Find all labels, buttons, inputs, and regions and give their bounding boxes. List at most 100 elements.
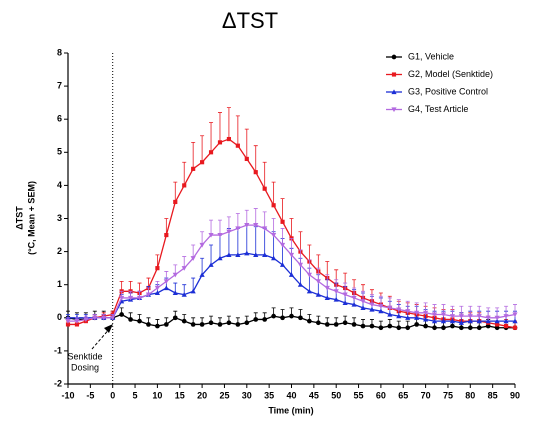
marker [360, 299, 366, 304]
marker [190, 288, 196, 294]
marker [342, 292, 348, 298]
error-bar [244, 128, 249, 159]
marker [324, 322, 330, 327]
marker [288, 252, 295, 258]
marker [253, 317, 259, 322]
legend-label: G3, Positive Control [408, 86, 488, 96]
error-bar [253, 145, 258, 173]
marker [208, 232, 214, 238]
marker [503, 314, 509, 319]
marker [414, 315, 420, 320]
marker [512, 318, 518, 324]
y-tick-label: 4 [57, 180, 62, 190]
error-bar [298, 231, 303, 252]
marker [217, 255, 223, 261]
marker [333, 289, 339, 294]
marker [307, 318, 312, 324]
marker [324, 295, 330, 301]
error-bar [253, 208, 258, 226]
error-bar [235, 228, 240, 255]
marker [512, 312, 518, 318]
marker [467, 325, 473, 331]
marker [199, 272, 205, 277]
marker [262, 186, 267, 191]
error-bar [325, 274, 330, 289]
marker [146, 322, 151, 327]
marker [128, 317, 133, 322]
marker [119, 295, 125, 301]
marker [119, 312, 124, 317]
marker [172, 290, 178, 296]
marker [396, 325, 402, 331]
marker [369, 302, 375, 308]
marker [136, 295, 143, 301]
error-bar [262, 211, 267, 229]
marker [360, 323, 366, 329]
y-tick-label: 1 [57, 279, 62, 289]
x-tick-label: 5 [133, 390, 138, 400]
error-bar [289, 237, 294, 255]
marker [208, 262, 214, 267]
marker [298, 315, 303, 321]
x-tick-label: 55 [354, 390, 364, 400]
marker [503, 323, 509, 329]
marker [164, 232, 169, 238]
marker [458, 314, 464, 319]
legend-label: G4, Test Article [408, 104, 468, 114]
annotation: Senktide [67, 351, 102, 361]
marker [391, 107, 397, 113]
marker [369, 323, 375, 329]
marker [172, 315, 178, 321]
marker [74, 322, 80, 327]
marker [423, 310, 429, 316]
marker [503, 318, 509, 324]
error-bar [182, 161, 187, 186]
marker [476, 314, 482, 319]
marker [226, 136, 231, 142]
error-bar [217, 112, 222, 143]
x-tick-label: 35 [264, 390, 274, 400]
marker [235, 226, 241, 232]
marker [279, 262, 286, 267]
marker [262, 252, 268, 257]
marker [92, 315, 98, 321]
marker [288, 272, 295, 277]
marker [324, 285, 330, 291]
marker [280, 219, 285, 224]
marker [315, 292, 321, 297]
marker [253, 252, 259, 257]
marker [173, 199, 178, 205]
marker [172, 272, 178, 278]
marker [431, 312, 438, 318]
marker [405, 309, 411, 314]
x-tick-label: 85 [488, 390, 498, 400]
x-tick-label: 25 [219, 390, 229, 400]
marker [449, 314, 456, 319]
error-bar [209, 122, 214, 153]
marker [244, 156, 249, 161]
marker [476, 318, 482, 324]
marker [208, 320, 214, 326]
marker [74, 319, 80, 324]
error-bar [280, 198, 285, 222]
marker [391, 54, 397, 60]
marker [467, 318, 473, 324]
y-tick-label: -1 [54, 345, 62, 355]
marker [226, 252, 232, 257]
marker [441, 325, 446, 331]
marker [244, 320, 250, 326]
error-bar [307, 259, 312, 275]
marker [342, 300, 348, 305]
marker [297, 282, 304, 287]
error-bar [209, 244, 214, 265]
marker [271, 203, 276, 208]
marker [155, 323, 160, 329]
error-bar [200, 135, 205, 163]
error-bar [289, 218, 294, 239]
x-tick-label: 20 [197, 390, 207, 400]
y-axis-label: ΔTST [14, 206, 24, 230]
marker [458, 320, 464, 325]
error-bar [316, 267, 321, 282]
marker [494, 318, 500, 324]
marker [440, 318, 447, 324]
